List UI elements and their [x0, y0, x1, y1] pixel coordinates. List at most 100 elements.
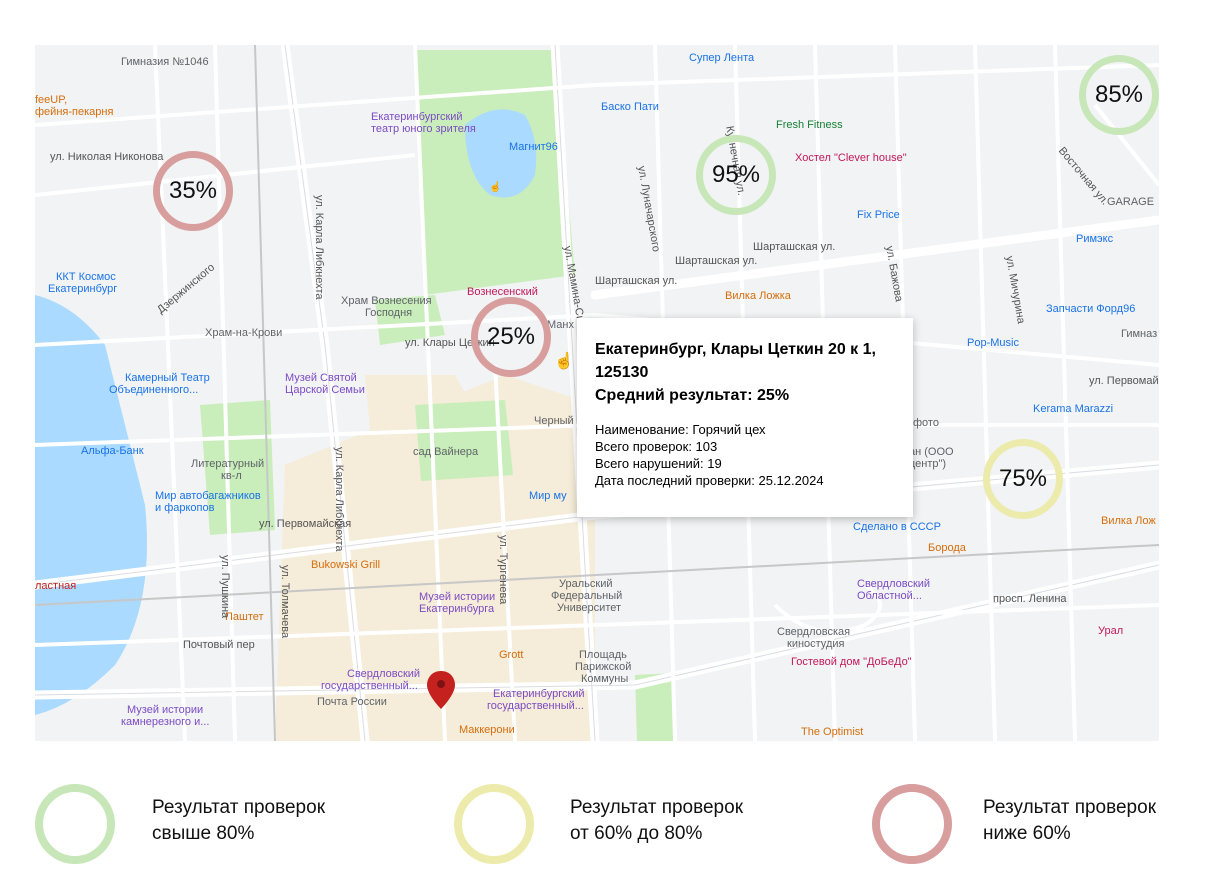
result-marker-value: 25%	[486, 323, 536, 350]
map-label[interactable]: сад Вайнера	[413, 446, 479, 458]
map-label[interactable]: Гимназ	[1121, 328, 1158, 340]
map-label[interactable]: Гимназия №1046	[121, 56, 209, 68]
map-label[interactable]: Шарташская ул.	[595, 275, 678, 287]
map-label[interactable]: Pop-Music	[967, 337, 1019, 349]
map-label[interactable]: просп. Ленина	[993, 593, 1067, 605]
map-label[interactable]: Свердловский	[857, 578, 931, 590]
street-label: ул. Карла Либкнехта	[313, 195, 325, 300]
map-label[interactable]: Вилка Лож	[1101, 515, 1156, 527]
map-label[interactable]: кв-л	[221, 470, 242, 482]
map-label[interactable]: Литературный	[191, 458, 265, 470]
map-label[interactable]: Борода	[928, 542, 966, 554]
map-label[interactable]: и фаркопов	[155, 502, 215, 514]
map-label[interactable]: Мир автобагажников	[155, 490, 261, 502]
map-label[interactable]: Маккерони	[459, 724, 515, 736]
map-label[interactable]: Областной...	[857, 590, 922, 602]
map-label[interactable]: Паштет	[225, 611, 264, 623]
map-label[interactable]: ул. Первомайская	[259, 518, 352, 530]
map-label[interactable]: Свердловский	[347, 668, 421, 680]
map-label[interactable]: Баско Пати	[601, 101, 659, 113]
map-label[interactable]: Магнит96	[509, 141, 558, 153]
map-label[interactable]: Манх	[547, 319, 574, 331]
map-label[interactable]: Хостел "Clever house"	[795, 152, 907, 164]
map-label[interactable]: киностудия	[787, 638, 845, 650]
legend-label-green: Результат проверок свыше 80%	[152, 797, 326, 844]
map-label[interactable]: Царской Семьи	[285, 384, 365, 396]
map-label[interactable]: камнерезного и...	[121, 716, 210, 728]
map-label[interactable]: фейня-пекарня	[35, 106, 114, 118]
legend-label-red: Результат проверок ниже 60%	[983, 797, 1157, 844]
map-label[interactable]: Камерный Театр	[125, 372, 210, 384]
map-label[interactable]: фото	[913, 417, 939, 429]
map-label[interactable]: Почтовый пер	[183, 639, 255, 651]
map-label[interactable]: Мир му	[529, 490, 567, 502]
map-label[interactable]: Свердловская	[777, 626, 851, 638]
map-label[interactable]: Екатеринбургский	[371, 111, 463, 123]
map-label[interactable]: Шарташская ул.	[753, 241, 836, 253]
legend-label-yellow: Результат проверок от 60% до 80%	[570, 797, 744, 844]
map-label[interactable]: Шарташская ул.	[675, 255, 758, 267]
location-pin-icon	[427, 671, 455, 709]
street-label: ул. Карла Либкнехта	[333, 447, 345, 552]
map-label[interactable]: Почта России	[317, 696, 387, 708]
street-label: ул. Пушкина	[219, 555, 231, 619]
map-label[interactable]: GARAGE	[1107, 196, 1155, 208]
map-label[interactable]: Fix Price	[857, 209, 900, 221]
map-label[interactable]: Храм-на-Крови	[205, 327, 283, 339]
map-label[interactable]: Екатеринбургский	[493, 688, 585, 700]
result-marker-m75[interactable]: 75%	[983, 439, 1063, 519]
map-label[interactable]: Храм Вознесения	[341, 295, 432, 307]
result-marker-m85[interactable]: 85%	[1079, 55, 1159, 135]
map-label[interactable]: feeUP,	[35, 94, 68, 106]
map-label[interactable]: Bukowski Grill	[311, 559, 381, 571]
map-label[interactable]: The Optimist	[801, 726, 864, 738]
map-label[interactable]: центр")	[909, 458, 947, 470]
map-label[interactable]: Коммуны	[581, 673, 629, 685]
street-label: ул. Толмачева	[279, 565, 291, 639]
map-label[interactable]: Объединенного...	[109, 384, 199, 396]
map-label[interactable]: Вознесенский	[467, 286, 538, 298]
map-label[interactable]: Супер Лента	[689, 52, 755, 64]
map-label[interactable]: Господня	[365, 307, 413, 319]
result-marker-value: 75%	[998, 465, 1048, 492]
map-label[interactable]: Екатеринбург	[48, 283, 118, 295]
tooltip-violations: Всего нарушений: 19	[595, 456, 722, 471]
map-label[interactable]: Парижской	[575, 661, 632, 673]
map-label[interactable]: Запчасти Форд96	[1046, 303, 1136, 315]
map-label[interactable]: Екатеринбурга	[419, 603, 495, 615]
map-label[interactable]: театр юного зрителя	[371, 123, 476, 135]
map-label[interactable]: Музей Святой	[285, 372, 357, 384]
map-label[interactable]: ул. Николая Никонова	[50, 151, 164, 163]
map-label[interactable]: Альфа-Банк	[81, 445, 144, 457]
map-label[interactable]: Площадь	[579, 649, 627, 661]
map-label[interactable]: Римэкс	[1076, 233, 1114, 245]
result-marker-value: 85%	[1094, 81, 1144, 108]
tooltip-last-date: Дата последний проверки: 25.12.2024	[595, 473, 824, 488]
map-label[interactable]: Вилка Ложка	[725, 290, 791, 302]
map-label[interactable]: Урал	[1098, 625, 1124, 637]
legend-ring-yellow	[454, 784, 534, 864]
map-label[interactable]: ан (ООО	[909, 446, 954, 458]
map-label[interactable]: Kerama Marazzi	[1033, 403, 1114, 415]
map-label[interactable]: государственный...	[487, 700, 584, 712]
map-label[interactable]: Университет	[557, 602, 622, 614]
map-label[interactable]: Музей истории	[127, 704, 204, 716]
map-label[interactable]: ККТ Космос	[56, 271, 116, 283]
map-label[interactable]: Черный	[534, 415, 574, 427]
result-marker-m35[interactable]: 35%	[153, 151, 233, 231]
map-label[interactable]: Fresh Fitness	[776, 119, 843, 131]
map-label[interactable]: Музей истории	[419, 591, 496, 603]
map-label[interactable]: Уральский	[559, 578, 613, 590]
result-marker-m95[interactable]: 95%	[696, 135, 776, 215]
pointer-cursor-icon: ☝	[489, 182, 502, 193]
map-label[interactable]: ул. Первомайская	[1089, 375, 1159, 387]
map-label[interactable]: ластная	[35, 580, 77, 592]
map-label[interactable]: Сделано в СССР	[853, 521, 941, 533]
street-label: ул. Тургенева	[497, 535, 509, 605]
map-label[interactable]: Grott	[499, 649, 524, 661]
map-label[interactable]: Федеральный	[551, 590, 623, 602]
map-label[interactable]: государственный...	[321, 680, 418, 692]
map-label[interactable]: Гостевой дом "ДоБеДо"	[791, 656, 912, 668]
tooltip-inspections: Всего проверок: 103	[595, 439, 718, 454]
result-marker-m25[interactable]: 25%	[471, 297, 551, 377]
